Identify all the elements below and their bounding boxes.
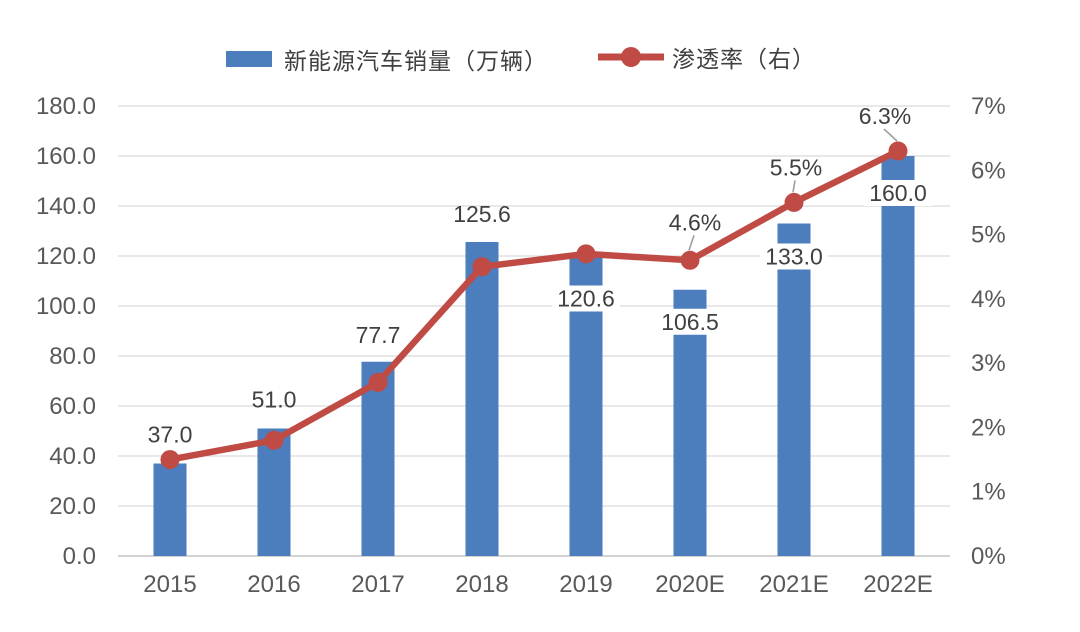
- penetration-series-marker-icon: [598, 47, 664, 67]
- left-axis-tick: 180.0: [36, 93, 96, 120]
- right-axis-tick: 5%: [971, 222, 1006, 249]
- sales-series-swatch-icon: [226, 51, 272, 67]
- left-axis-tick: 140.0: [36, 193, 96, 220]
- penetration-label: 6.3%: [859, 103, 911, 129]
- bar-label: 37.0: [148, 422, 193, 448]
- penetration-marker-2020E: [680, 250, 700, 270]
- penetration-line: [166, 147, 902, 463]
- label-leader-line: [792, 180, 796, 193]
- left-axis-tick: 160.0: [36, 143, 96, 170]
- bar-label-backing: [760, 243, 828, 270]
- penetration-marker-2019: [576, 244, 596, 264]
- penetration-series-label: 渗透率（右）: [672, 46, 816, 72]
- penetration-marker-2015: [160, 450, 180, 470]
- left-axis-tick: 100.0: [36, 293, 96, 320]
- bar-label: 133.0: [765, 244, 823, 270]
- left-axis-tick: 80.0: [49, 343, 96, 370]
- bar-label: 77.7: [356, 322, 401, 348]
- x-axis-tick: 2022E: [863, 571, 932, 598]
- label-leader-line: [688, 235, 695, 251]
- bar-label: 106.5: [661, 309, 719, 335]
- x-axis-tick: 2017: [351, 571, 404, 598]
- left-axis-tick: 20.0: [49, 493, 96, 520]
- bar-2022E: [881, 156, 915, 556]
- bar-label-backing: [552, 285, 620, 312]
- chart-legend: 新能源汽车销量（万辆） 渗透率（右）: [0, 0, 1080, 78]
- right-axis-tick: 6%: [971, 157, 1006, 184]
- right-axis-tick: 0%: [971, 543, 1006, 570]
- bar-label-backing: [656, 308, 724, 335]
- bar-2021E: [777, 223, 811, 556]
- bar-2015: [153, 463, 187, 556]
- label-leader-line: [883, 128, 898, 142]
- right-axis-tick: 3%: [971, 350, 1006, 377]
- left-axis-tick: 0.0: [63, 543, 96, 570]
- penetration-marker-2021E: [784, 192, 804, 212]
- left-axis-tick: 60.0: [49, 393, 96, 420]
- x-axis-tick: 2018: [455, 571, 508, 598]
- bar-2018: [465, 242, 499, 556]
- x-axis-tick: 2020E: [655, 571, 724, 598]
- bar-label: 125.6: [453, 201, 511, 227]
- right-axis-tick: 7%: [971, 93, 1006, 120]
- right-axis-tick: 1%: [971, 479, 1006, 506]
- x-axis-tick: 2019: [559, 571, 612, 598]
- penetration-label: 4.6%: [669, 209, 721, 235]
- legend-item-sales: 新能源汽车销量（万辆）: [226, 42, 548, 76]
- bar-2017: [361, 361, 395, 556]
- bar-label: 120.6: [557, 286, 615, 312]
- penetration-marker-2016: [264, 430, 284, 450]
- left-axis-tick: 40.0: [49, 443, 96, 470]
- x-axis-tick: 2021E: [759, 571, 828, 598]
- penetration-marker-2018: [472, 257, 492, 277]
- sales-series-label: 新能源汽车销量（万辆）: [284, 48, 548, 74]
- penetration-marker-2017: [368, 372, 388, 392]
- right-axis-tick: 4%: [971, 286, 1006, 313]
- legend-item-penetration: 渗透率（右）: [598, 40, 816, 74]
- right-axis-tick: 2%: [971, 414, 1006, 441]
- x-axis-tick: 2016: [247, 571, 300, 598]
- left-axis-tick: 120.0: [36, 243, 96, 270]
- penetration-marker-2022E: [888, 141, 908, 161]
- x-axis-tick: 2015: [143, 571, 196, 598]
- bar-label: 51.0: [252, 387, 297, 413]
- penetration-label: 5.5%: [770, 154, 822, 180]
- bar-label-backing: [864, 180, 932, 206]
- bar-label: 160.0: [869, 180, 927, 206]
